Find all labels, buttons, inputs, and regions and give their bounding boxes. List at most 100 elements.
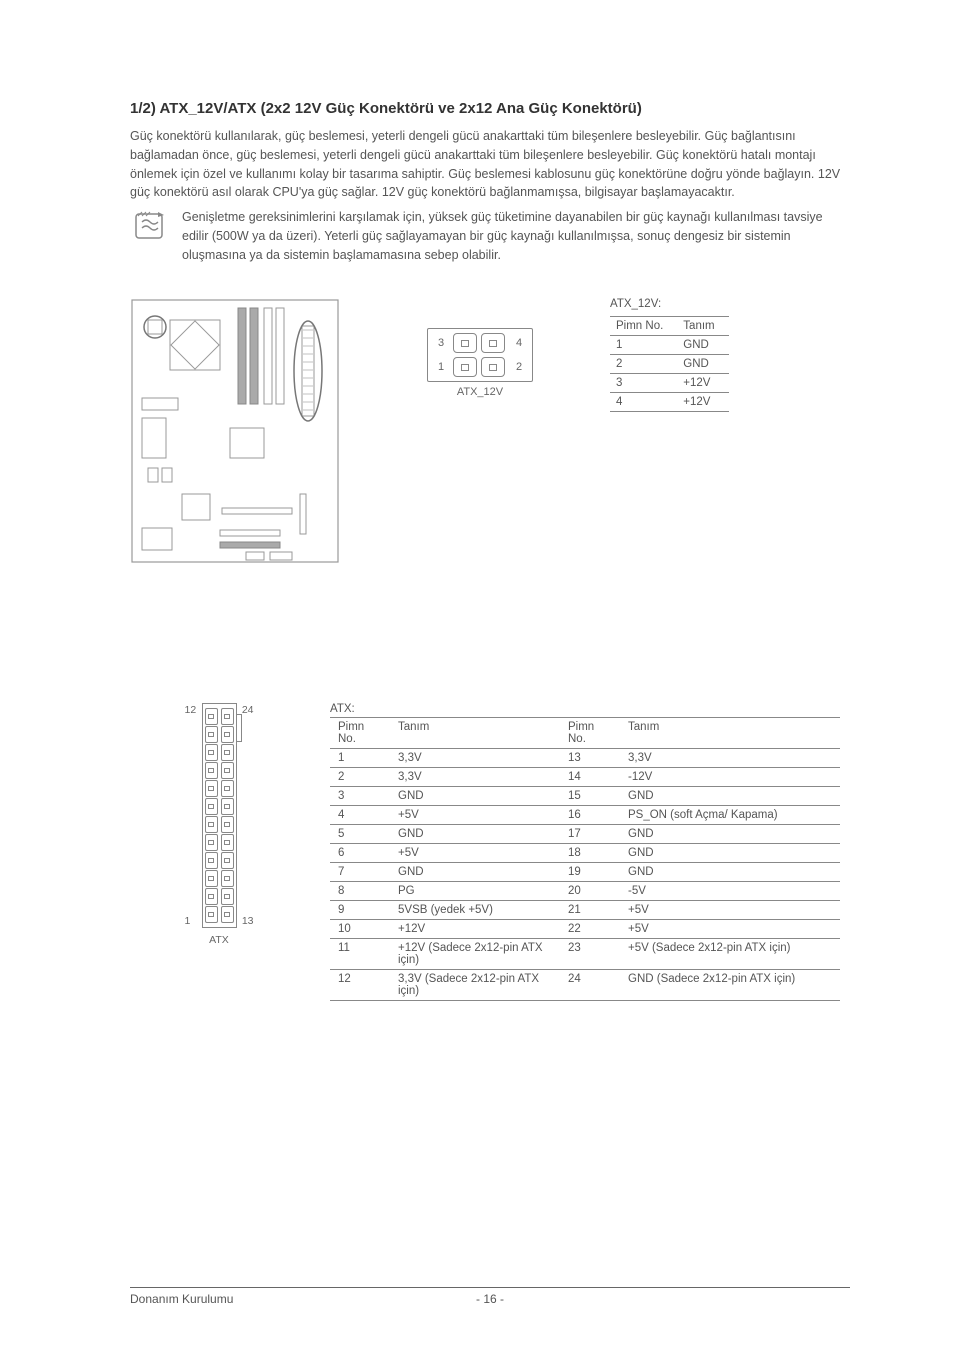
table-cell: 1 — [330, 749, 390, 768]
diagram-row-2: 12 24 1 13 ATX ATX: Pimn No. Tanım Pimn … — [130, 703, 850, 1001]
pin-box — [205, 906, 218, 923]
table-cell: 5 — [330, 825, 390, 844]
pin-box — [221, 870, 234, 887]
pin-box — [205, 852, 218, 869]
table-row: 3+12V — [610, 374, 729, 393]
table-cell: GND — [677, 355, 728, 374]
table-cell: 2 — [610, 355, 677, 374]
pin-box — [221, 708, 234, 725]
note-icon — [130, 208, 172, 264]
table-cell: 10 — [330, 920, 390, 939]
pin-box — [221, 852, 234, 869]
table-cell: +5V — [620, 920, 840, 939]
pin-box — [205, 834, 218, 851]
table-cell: -5V — [620, 882, 840, 901]
pin-box — [221, 816, 234, 833]
table-cell: GND — [390, 825, 560, 844]
table-cell: GND — [620, 844, 840, 863]
table-row: 23,3V14-12V — [330, 768, 840, 787]
table-row: 95VSB (yedek +5V)21+5V — [330, 901, 840, 920]
pin-box — [221, 726, 234, 743]
table-row: 4+5V16PS_ON (soft Açma/ Kapama) — [330, 806, 840, 825]
table-cell: 23 — [560, 939, 620, 970]
table-row: 8PG20-5V — [330, 882, 840, 901]
table-cell: -12V — [620, 768, 840, 787]
th: Tanım — [390, 718, 560, 749]
table-row: 4+12V — [610, 393, 729, 412]
table-cell: 15 — [560, 787, 620, 806]
pin-box — [221, 798, 234, 815]
table-cell: 21 — [560, 901, 620, 920]
table-cell: 4 — [610, 393, 677, 412]
table-cell: 5VSB (yedek +5V) — [390, 901, 560, 920]
table-cell: 9 — [330, 901, 390, 920]
table-cell: 20 — [560, 882, 620, 901]
table-cell: 14 — [560, 768, 620, 787]
pin-box — [481, 357, 505, 377]
atx-label-1: 1 — [185, 915, 191, 927]
pin-box — [453, 333, 477, 353]
pin-box — [205, 744, 218, 761]
table-cell: 24 — [560, 970, 620, 1001]
pin-box — [221, 744, 234, 761]
pin-box — [205, 708, 218, 725]
pin-box — [205, 780, 218, 797]
table-cell: 3,3V — [390, 768, 560, 787]
table-row: 6+5V18GND — [330, 844, 840, 863]
table-row: 3GND15GND — [330, 787, 840, 806]
table-cell: GND — [620, 863, 840, 882]
pin-box — [221, 780, 234, 797]
table-cell: +5V (Sadece 2x12-pin ATX için) — [620, 939, 840, 970]
note-text: Genişletme gereksinimlerini karşılamak i… — [182, 208, 850, 264]
table-cell: +12V — [677, 393, 728, 412]
table-row: 13,3V133,3V — [330, 749, 840, 768]
table-row: 10+12V22+5V — [330, 920, 840, 939]
table-row: 2GND — [610, 355, 729, 374]
table-cell: +5V — [390, 806, 560, 825]
table-cell: 3,3V — [620, 749, 840, 768]
table-cell: 6 — [330, 844, 390, 863]
atx-12v-table-caption: ATX_12V: — [610, 298, 729, 310]
pin-box — [205, 816, 218, 833]
atx-table-wrap: ATX: Pimn No. Tanım Pimn No. Tanım 13,3V… — [284, 703, 840, 1001]
note-block: Genişletme gereksinimlerini karşılamak i… — [130, 208, 850, 264]
table-cell: 18 — [560, 844, 620, 863]
table-cell: 4 — [330, 806, 390, 825]
atx-table-caption: ATX: — [330, 703, 840, 715]
table-cell: 7 — [330, 863, 390, 882]
table-cell: GND (Sadece 2x12-pin ATX için) — [620, 970, 840, 1001]
table-cell: +12V (Sadece 2x12-pin ATX için) — [390, 939, 560, 970]
motherboard-diagram — [130, 298, 340, 573]
table-cell: +12V — [390, 920, 560, 939]
table-cell: GND — [390, 863, 560, 882]
pin-box — [481, 333, 505, 353]
pin-label-2: 2 — [509, 361, 529, 373]
pin-box — [205, 762, 218, 779]
table-cell: 16 — [560, 806, 620, 825]
table-cell: 12 — [330, 970, 390, 1001]
diagram-row-1: 3 4 1 2 ATX_12V ATX_12V: Pimn No. Tanım — [130, 298, 850, 573]
table-cell: GND — [620, 825, 840, 844]
atx-label-24: 24 — [242, 704, 254, 716]
atx-label-13: 13 — [242, 915, 254, 927]
pin-box — [205, 726, 218, 743]
paragraph-1: Güç konektörü kullanılarak, güç beslemes… — [130, 127, 850, 202]
pin-box — [221, 762, 234, 779]
atx-12v-table-wrap: ATX_12V: Pimn No. Tanım 1GND2GND3+12V4+1… — [560, 298, 729, 412]
footer-left: Donanım Kurulumu — [130, 1292, 460, 1306]
table-cell: +12V — [677, 374, 728, 393]
pin-box — [453, 357, 477, 377]
page-footer: Donanım Kurulumu - 16 - — [130, 1287, 850, 1306]
table-cell: 11 — [330, 939, 390, 970]
table-cell: 3 — [610, 374, 677, 393]
table-cell: +5V — [390, 844, 560, 863]
th: Tanım — [620, 718, 840, 749]
table-cell: 22 — [560, 920, 620, 939]
pin-box — [221, 906, 234, 923]
th-desc: Tanım — [677, 317, 728, 336]
pin-label-3: 3 — [431, 337, 451, 349]
atx-connector-diagram: 12 24 1 13 ATX — [154, 703, 284, 946]
table-cell: 2 — [330, 768, 390, 787]
th: Pimn No. — [560, 718, 620, 749]
table-cell: GND — [390, 787, 560, 806]
